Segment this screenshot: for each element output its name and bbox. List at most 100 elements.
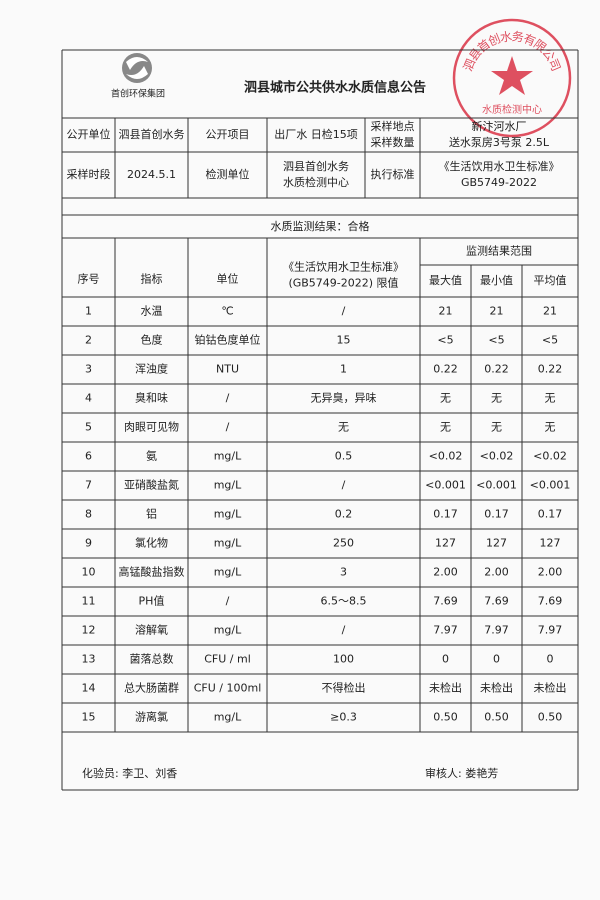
table-cell: <0.001 <box>530 479 571 492</box>
table-cell: 15 <box>82 711 96 724</box>
info-cell: 检测单位 <box>206 167 250 181</box>
table-cell: 0.22 <box>538 363 563 376</box>
table-cell: <0.001 <box>425 479 466 492</box>
logo <box>122 53 152 83</box>
column-header: 《生活饮用水卫生标准》 <box>283 260 404 274</box>
table-cell: 9 <box>85 537 92 550</box>
table-cell: 1 <box>340 363 347 376</box>
table-cell: <0.001 <box>476 479 517 492</box>
table-cell: 无 <box>440 421 451 434</box>
reviewer: 审核人: 娄艳芳 <box>425 766 498 780</box>
table-cell: 0 <box>493 653 500 666</box>
table-cell: 100 <box>333 653 354 666</box>
stamp-dept: 水质检测中心 <box>482 103 542 116</box>
table-cell: 1 <box>85 305 92 318</box>
table-cell: 127 <box>435 537 456 550</box>
table-cell: 0 <box>547 653 554 666</box>
table-cell: 铝 <box>146 507 157 521</box>
table-cell: / <box>342 305 346 318</box>
info-cell: 公开单位 <box>67 127 111 141</box>
table-cell: 7.69 <box>538 595 563 608</box>
info-cell: 泗县首创水务 <box>283 159 349 173</box>
table-cell: mg/L <box>214 537 242 550</box>
table-cell: ≥0.3 <box>330 711 357 724</box>
table-cell: 无异臭，异味 <box>311 391 377 405</box>
table-cell: 0.50 <box>538 711 563 724</box>
table-cell: 未检出 <box>480 681 513 695</box>
table-cell: 菌落总数 <box>130 652 174 666</box>
table-cell: / <box>226 421 230 434</box>
column-header: 指标 <box>141 272 163 286</box>
table-cell: 无 <box>440 392 451 405</box>
table-cell: 8 <box>85 508 92 521</box>
table-cell: 氯化物 <box>135 536 168 550</box>
table-cell: 13 <box>82 653 96 666</box>
table-cell: 高锰酸盐指数 <box>119 565 185 579</box>
table-cell: 7.69 <box>484 595 509 608</box>
table-cell: 0.50 <box>433 711 458 724</box>
logo-text: 首创环保集团 <box>111 88 165 100</box>
column-header: 最大值 <box>429 273 462 287</box>
table-cell: CFU / 100ml <box>194 682 262 695</box>
table-cell: 总大肠菌群 <box>124 681 179 695</box>
column-header: 平均值 <box>534 274 567 287</box>
table-cell: 127 <box>486 537 507 550</box>
table-cell: 11 <box>82 595 96 608</box>
table-cell: / <box>226 392 230 405</box>
table-cell: 0.50 <box>484 711 509 724</box>
table-cell: 色度 <box>141 333 163 347</box>
table-cell: 21 <box>490 305 504 318</box>
info-cell: GB5749-2022 <box>461 176 537 189</box>
table-cell: 铂钴色度单位 <box>195 333 261 347</box>
table-cell: mg/L <box>214 450 242 463</box>
info-cell: 新汴河水厂 <box>472 119 527 133</box>
table-cell: CFU / ml <box>204 653 251 666</box>
table-cell: 亚硝酸盐氮 <box>124 478 179 492</box>
table-cell: 不得检出 <box>322 681 366 695</box>
table-cell: 水温 <box>141 305 163 318</box>
table-cell: 10 <box>82 566 96 579</box>
table-cell: 0.22 <box>433 363 458 376</box>
table-cell: 6 <box>85 450 92 463</box>
table-cell: <5 <box>488 334 504 347</box>
table-cell: <0.02 <box>533 450 567 463</box>
table-cell: 无 <box>545 392 556 405</box>
tester: 化验员: 李卫、刘香 <box>82 766 177 780</box>
table-cell: 0.17 <box>433 508 458 521</box>
column-header: 单位 <box>217 272 239 286</box>
column-header: (GB5749-2022) 限值 <box>288 277 398 290</box>
table-cell: mg/L <box>214 566 242 579</box>
table-cell: 0.17 <box>538 508 563 521</box>
table-cell: <5 <box>542 334 558 347</box>
table-cell: 4 <box>85 392 92 405</box>
table-cell: 3 <box>340 566 347 579</box>
table-cell: 7.97 <box>433 624 458 637</box>
info-cell: 送水泵房3号泵 2.5L <box>449 135 550 149</box>
table-cell: / <box>342 479 346 492</box>
table-cell: 肉眼可见物 <box>124 420 179 434</box>
table-cell: 7.97 <box>484 624 509 637</box>
table-cell: 氨 <box>146 450 157 463</box>
table-cell: 无 <box>491 392 502 405</box>
info-cell: 执行标准 <box>371 167 415 181</box>
table-cell: 14 <box>82 682 96 695</box>
table-cell: 0 <box>442 653 449 666</box>
info-cell: 《生活饮用水卫生标准》 <box>439 159 560 173</box>
table-cell: 7 <box>85 479 92 492</box>
column-header: 序号 <box>78 272 100 286</box>
table-cell: <5 <box>437 334 453 347</box>
info-cell: 采样数量 <box>371 135 415 149</box>
table-cell: 无 <box>338 421 349 434</box>
table-cell: PH值 <box>139 595 165 608</box>
column-header: 监测结果范围 <box>466 244 532 258</box>
info-cell: 泗县首创水务 <box>119 127 185 141</box>
table-cell: 7.69 <box>433 595 458 608</box>
table-cell: 250 <box>333 537 354 550</box>
table-cell: mg/L <box>214 624 242 637</box>
table-cell: 浑浊度 <box>135 362 168 376</box>
info-cell: 2024.5.1 <box>127 168 176 181</box>
table-cell: mg/L <box>214 711 242 724</box>
table-cell: mg/L <box>214 508 242 521</box>
table-cell: 游离氯 <box>135 710 168 724</box>
